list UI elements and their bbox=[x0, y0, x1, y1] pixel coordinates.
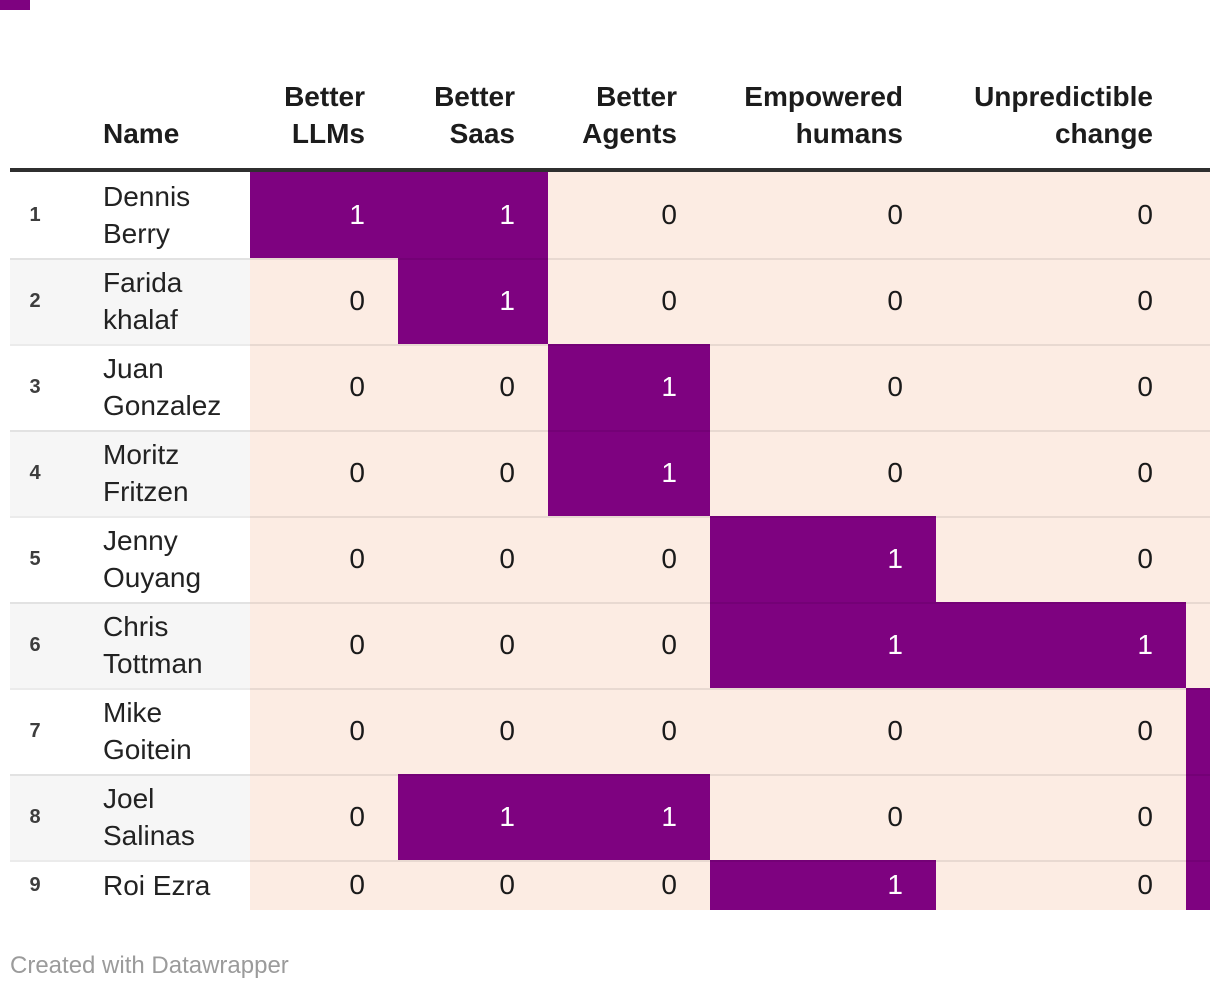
heatmap-table: Name Better LLMs Better Saas Better Agen… bbox=[10, 0, 1210, 910]
value-cell: 1 bbox=[398, 258, 548, 344]
value-cell: 0 bbox=[936, 344, 1186, 430]
value-cell: 0 bbox=[936, 430, 1186, 516]
row-index: 2 bbox=[10, 258, 60, 344]
value-cell: 0 bbox=[398, 430, 548, 516]
row-name: Dennis Berry bbox=[60, 172, 250, 258]
value-cell: 1 bbox=[548, 430, 710, 516]
value-cell: 0 bbox=[936, 516, 1186, 602]
row-index: 1 bbox=[10, 172, 60, 258]
row-index: 7 bbox=[10, 688, 60, 774]
clipped-value-cell bbox=[1186, 258, 1210, 344]
row-name: Mike Goitein bbox=[60, 688, 250, 774]
value-cell: 0 bbox=[548, 602, 710, 688]
value-cell: 0 bbox=[250, 602, 398, 688]
row-index: 3 bbox=[10, 344, 60, 430]
clipped-value-cell bbox=[1186, 172, 1210, 258]
value-cell: 1 bbox=[710, 516, 936, 602]
value-cell: 0 bbox=[250, 430, 398, 516]
clipped-value-cell bbox=[1186, 430, 1210, 516]
table-row: 7 Mike Goitein 0 0 0 0 0 bbox=[10, 688, 1210, 774]
value-cell: 0 bbox=[710, 258, 936, 344]
row-index: 9 bbox=[10, 860, 60, 910]
column-header-better-llms: Better LLMs bbox=[284, 81, 365, 149]
table-row: 2 Farida khalaf 0 1 0 0 0 bbox=[10, 258, 1210, 344]
value-cell: 1 bbox=[548, 344, 710, 430]
row-name: Jenny Ouyang bbox=[60, 516, 250, 602]
value-cell: 0 bbox=[548, 688, 710, 774]
clipped-value-cell bbox=[1186, 774, 1210, 860]
name-column-header: Name bbox=[103, 118, 180, 149]
row-name: Juan Gonzalez bbox=[60, 344, 250, 430]
clipped-value-cell bbox=[1186, 344, 1210, 430]
value-cell: 0 bbox=[548, 516, 710, 602]
column-header-empowered-humans: Empowered humans bbox=[744, 81, 903, 149]
value-cell: 0 bbox=[710, 172, 936, 258]
value-cell: 0 bbox=[710, 688, 936, 774]
table-row: 9 Roi Ezra 0 0 0 1 0 bbox=[10, 860, 1210, 910]
value-cell: 0 bbox=[250, 688, 398, 774]
header-rule bbox=[10, 168, 1210, 172]
value-cell: 0 bbox=[398, 344, 548, 430]
value-cell: 0 bbox=[936, 688, 1186, 774]
value-cell: 0 bbox=[548, 258, 710, 344]
table-row: 8 Joel Salinas 0 1 1 0 0 bbox=[10, 774, 1210, 860]
table-row: 5 Jenny Ouyang 0 0 0 1 0 bbox=[10, 516, 1210, 602]
value-cell: 1 bbox=[398, 172, 548, 258]
value-cell: 0 bbox=[398, 602, 548, 688]
row-name: Joel Salinas bbox=[60, 774, 250, 860]
clipped-value-cell bbox=[1186, 516, 1210, 602]
value-cell: 0 bbox=[710, 344, 936, 430]
table-row: 1 Dennis Berry 1 1 0 0 0 bbox=[10, 172, 1210, 258]
row-name: Moritz Fritzen bbox=[60, 430, 250, 516]
value-cell: 1 bbox=[250, 172, 398, 258]
value-cell: 0 bbox=[250, 516, 398, 602]
value-cell: 0 bbox=[398, 688, 548, 774]
value-cell: 1 bbox=[548, 774, 710, 860]
table-row: 6 Chris Tottman 0 0 0 1 1 bbox=[10, 602, 1210, 688]
datawrapper-credit-link[interactable]: Created with Datawrapper bbox=[10, 952, 289, 979]
clipped-value-cell bbox=[1186, 602, 1210, 688]
value-cell: 0 bbox=[548, 860, 710, 910]
value-cell: 0 bbox=[250, 860, 398, 910]
clipped-value-cell bbox=[1186, 860, 1210, 910]
row-index: 4 bbox=[10, 430, 60, 516]
value-cell: 0 bbox=[710, 774, 936, 860]
column-header-better-agents: Better Agents bbox=[582, 81, 677, 149]
value-cell: 0 bbox=[398, 860, 548, 910]
value-cell: 0 bbox=[548, 172, 710, 258]
row-index: 6 bbox=[10, 602, 60, 688]
column-header-better-saas: Better Saas bbox=[434, 81, 515, 149]
value-cell: 1 bbox=[398, 774, 548, 860]
table-row: 4 Moritz Fritzen 0 0 1 0 0 bbox=[10, 430, 1210, 516]
value-cell: 0 bbox=[936, 860, 1186, 910]
row-name: Chris Tottman bbox=[60, 602, 250, 688]
row-name: Farida khalaf bbox=[60, 258, 250, 344]
value-cell: 0 bbox=[710, 430, 936, 516]
table-row: 3 Juan Gonzalez 0 0 1 0 0 bbox=[10, 344, 1210, 430]
value-cell: 0 bbox=[936, 172, 1186, 258]
corner-accent-mark bbox=[0, 0, 30, 10]
value-cell: 1 bbox=[710, 602, 936, 688]
value-cell: 1 bbox=[936, 602, 1186, 688]
table-body: 1 Dennis Berry 1 1 0 0 0 2 Farida khalaf 0 1 0 0 0 3 Juan… bbox=[10, 172, 1210, 910]
clipped-value-cell bbox=[1186, 688, 1210, 774]
row-index: 8 bbox=[10, 774, 60, 860]
value-cell: 1 bbox=[710, 860, 936, 910]
row-name: Roi Ezra bbox=[60, 860, 250, 910]
value-cell: 0 bbox=[936, 774, 1186, 860]
value-cell: 0 bbox=[398, 516, 548, 602]
value-cell: 0 bbox=[250, 258, 398, 344]
row-index: 5 bbox=[10, 516, 60, 602]
value-cell: 0 bbox=[250, 774, 398, 860]
column-header-unpredictible-change: Unpredictible change bbox=[974, 81, 1153, 149]
value-cell: 0 bbox=[936, 258, 1186, 344]
table-header-row: Name Better LLMs Better Saas Better Agen… bbox=[10, 0, 1210, 168]
value-cell: 0 bbox=[250, 344, 398, 430]
